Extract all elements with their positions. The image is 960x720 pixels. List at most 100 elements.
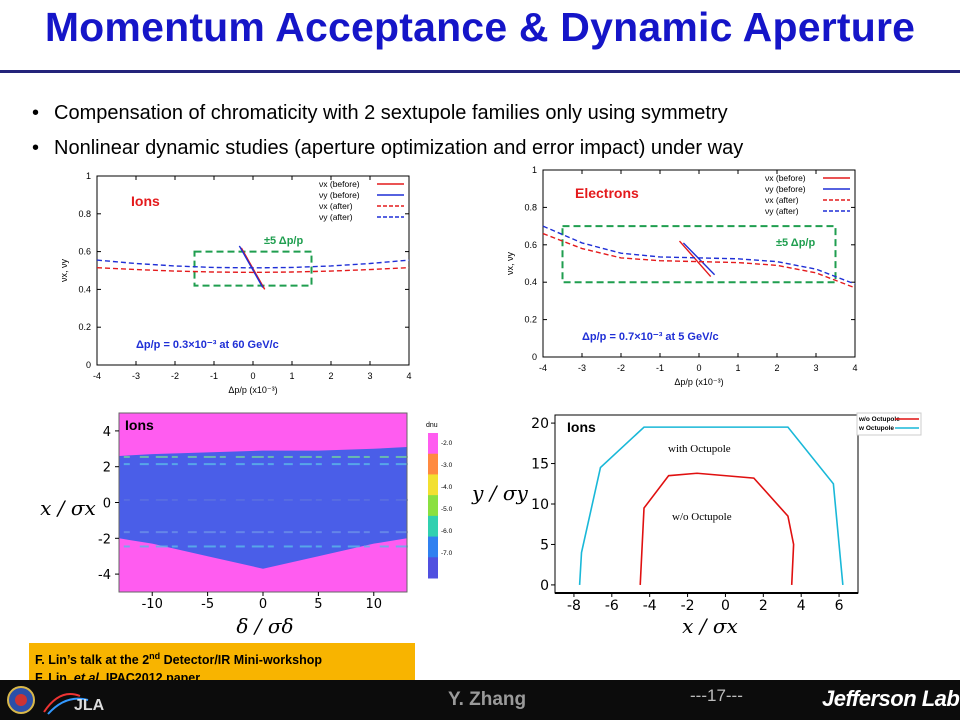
resonance-strip xyxy=(395,531,408,534)
resonance-strip xyxy=(347,463,360,466)
resonance-strip xyxy=(155,498,168,501)
resonance-strip xyxy=(251,498,264,501)
resonance-strip xyxy=(235,545,245,548)
resonance-strip xyxy=(315,545,322,548)
x-tick-label: 3 xyxy=(813,363,818,373)
resonance-strip xyxy=(347,498,360,501)
resonance-strip xyxy=(363,545,370,548)
resonance-strip xyxy=(283,463,293,466)
reference-line-1: F. Lin’s talk at the 2nd Detector/IR Min… xyxy=(35,647,409,669)
resonance-strip xyxy=(299,545,312,548)
resonance-strip xyxy=(171,498,178,501)
resonance-strip xyxy=(139,463,149,466)
legend-label: w/o Octupole xyxy=(858,416,900,423)
jla-logo-icon: JLA xyxy=(43,693,105,715)
resonance-strip xyxy=(123,498,130,501)
resonance-strip xyxy=(139,455,149,458)
y-tick-label: 0.6 xyxy=(524,240,537,250)
x-tick-label: -3 xyxy=(132,371,140,381)
reference-sup: nd xyxy=(149,651,161,661)
reference-text: F. Lin’s talk at the 2 xyxy=(35,653,150,668)
resonance-strip xyxy=(363,455,370,458)
legend-label: νx (before) xyxy=(765,173,806,183)
y-tick-label: 1 xyxy=(86,171,91,181)
resonance-strip xyxy=(315,498,322,501)
resonance-strip xyxy=(379,463,389,466)
legend-label: w Octupole xyxy=(858,425,894,432)
resonance-strip xyxy=(267,545,274,548)
resonance-strip xyxy=(251,545,264,548)
resonance-strip xyxy=(315,531,322,534)
x-tick-label: 0 xyxy=(259,597,267,612)
legend-label: νx (after) xyxy=(319,201,353,211)
resonance-strip xyxy=(363,531,370,534)
resonance-strip xyxy=(219,498,226,501)
colorbar-tick-label: -2.0 xyxy=(441,440,453,447)
series-line xyxy=(542,225,856,285)
ions-frequency-map: -10 -5 0 5 10 -4 -2 0 2 4 δ / σδ x / σx Ions dnu -2.0 -… xyxy=(40,412,453,638)
x-tick-label: -4 xyxy=(93,371,101,381)
y-tick-label: 0.2 xyxy=(524,315,537,325)
resonance-strip xyxy=(187,463,197,466)
momentum-spread-label: Δp/p = 0.3×10⁻³ at 60 GeV/c xyxy=(136,339,279,351)
x-tick-label: 2 xyxy=(328,371,333,381)
legend-label: νy (before) xyxy=(765,184,806,194)
x-tick-label: -2 xyxy=(681,598,695,614)
x-tick-label: 6 xyxy=(835,598,844,614)
y-axis-label: νx, νy xyxy=(505,252,515,276)
resonance-strip xyxy=(235,463,245,466)
y-tick-label: 0.4 xyxy=(524,277,537,287)
y-tick-label: 1 xyxy=(532,165,537,175)
resonance-strip xyxy=(203,455,216,458)
bullet-item: Compensation of chromaticity with 2 sext… xyxy=(30,96,950,131)
resonance-strip xyxy=(251,463,264,466)
resonance-strip xyxy=(363,463,370,466)
y-tick-label: 0 xyxy=(540,578,549,594)
y-tick-label: 0.6 xyxy=(78,247,91,257)
x-axis-label: δ / σδ xyxy=(236,614,293,638)
resonance-strip xyxy=(347,545,360,548)
legend-label: νx (before) xyxy=(319,179,360,189)
plot-frame xyxy=(554,414,859,594)
resonance-strip xyxy=(171,545,178,548)
y-tick-label: 20 xyxy=(531,416,549,432)
window-label: ±5 Δp/p xyxy=(264,235,303,247)
x-tick-label: -5 xyxy=(201,597,214,612)
y-tick-label: 0.8 xyxy=(524,202,537,212)
series-line xyxy=(96,259,410,269)
y-tick-label: 0 xyxy=(532,352,537,362)
resonance-strip xyxy=(219,531,226,534)
resonance-strip xyxy=(251,531,264,534)
legend-label: νy (after) xyxy=(765,206,799,216)
resonance-strip xyxy=(123,455,130,458)
momentum-window-box xyxy=(193,250,313,287)
x-tick-label: 4 xyxy=(797,598,806,614)
x-tick-label: 2 xyxy=(774,363,779,373)
resonance-strip xyxy=(379,531,389,534)
x-tick-label: -1 xyxy=(656,363,664,373)
resonance-strip xyxy=(347,455,360,458)
resonance-strip xyxy=(283,531,293,534)
resonance-strip xyxy=(203,463,216,466)
resonance-strip xyxy=(203,498,216,501)
colorbar-segment xyxy=(428,557,438,579)
resonance-strip xyxy=(155,455,168,458)
page-number: ---17--- xyxy=(690,686,743,705)
x-tick-label: 4 xyxy=(406,371,411,381)
legend-label: νx (after) xyxy=(765,195,799,205)
resonance-strip xyxy=(203,545,216,548)
x-tick-label: -2 xyxy=(171,371,179,381)
bullet-list: Compensation of chromaticity with 2 sext… xyxy=(30,96,950,166)
y-tick-label: 10 xyxy=(531,497,549,513)
x-tick-label: -2 xyxy=(617,363,625,373)
jla-logo-text: JLA xyxy=(74,697,105,714)
x-tick-label: -3 xyxy=(578,363,586,373)
slide-title: Momentum Acceptance & Dynamic Aperture xyxy=(44,4,916,50)
window-label: ±5 Δp/p xyxy=(776,237,815,249)
x-tick-label: 5 xyxy=(314,597,322,612)
series-line xyxy=(678,240,712,278)
x-tick-label: -4 xyxy=(643,598,657,614)
electrons-tune-chart: -4 -3 -2 -1 0 1 2 3 4 0 0.2 0.4 0.6 0.8 1 Δp/p (x10⁻³) ν… xyxy=(505,165,858,387)
panel-label: Electrons xyxy=(575,185,639,201)
resonance-strip xyxy=(379,545,389,548)
